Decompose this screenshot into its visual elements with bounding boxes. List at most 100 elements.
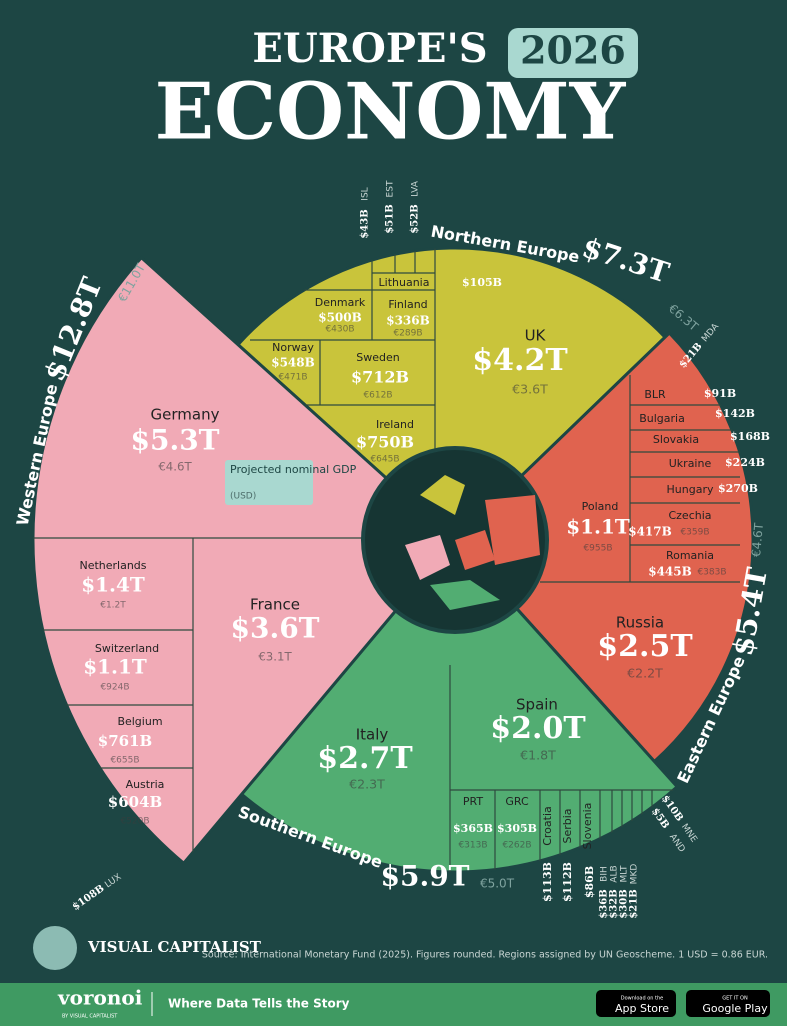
globe-land <box>405 535 450 580</box>
country-name: Croatia <box>541 806 554 846</box>
country-eur: €262B <box>502 841 531 851</box>
legend-unit: (USD) <box>230 492 256 502</box>
small-country: $36B BIH <box>599 866 610 918</box>
country-usd: $3.6T <box>230 612 319 645</box>
country-name: BIH <box>600 866 610 882</box>
country-eur: €520B <box>120 817 149 827</box>
app-store-badge[interactable] <box>596 990 676 1017</box>
country-usd: $112B <box>561 862 574 902</box>
country-name: Serbia <box>561 808 574 843</box>
country-name: Czechia <box>668 509 711 522</box>
country-name: ISL <box>361 187 371 200</box>
country-usd: $52B <box>410 204 421 233</box>
country-usd: $750B <box>356 433 414 452</box>
country-usd: $761B <box>98 732 152 750</box>
country-usd: $365B <box>453 822 493 835</box>
region-usd: $5.9T <box>380 860 469 893</box>
country-usd: $500B <box>318 311 362 325</box>
country-name: MLT <box>620 865 630 883</box>
country-name: Bulgaria <box>639 412 685 425</box>
region-wedge <box>452 330 755 764</box>
country-name: Hungary <box>667 483 714 496</box>
country-name: Lithuania <box>379 276 430 289</box>
country-usd: $4.2T <box>472 343 568 378</box>
country-usd: $1.1T <box>83 655 147 679</box>
country-name: Norway <box>272 341 314 354</box>
country-eur: €612B <box>363 391 392 401</box>
region-wedge <box>31 255 458 866</box>
country-usd: $270B <box>718 482 758 495</box>
region-wedge <box>239 537 680 874</box>
country-name: Netherlands <box>79 559 146 572</box>
country-usd: $108B <box>71 883 107 913</box>
region-eur: €6.3T <box>666 301 702 334</box>
country-eur: €430B <box>325 325 354 335</box>
country-name: Slovakia <box>653 433 699 446</box>
small-country: $51B EST <box>385 180 396 234</box>
small-country: $32B ALB <box>609 865 620 918</box>
country-name: Finland <box>388 298 427 311</box>
map: UK$4.2T €3.6T Ireland $750B €645B Sweden $712B… <box>13 180 774 919</box>
country-usd: $305B <box>497 822 537 835</box>
app-store: App Store <box>615 1002 669 1015</box>
country-eur: €2.2T <box>627 666 663 681</box>
brand: VISUAL CAPITALIST <box>87 938 262 956</box>
country-name: ALB <box>610 865 620 882</box>
country-eur: €1.2T <box>100 601 126 611</box>
globe-land <box>485 495 540 565</box>
play-small: GET IT ON <box>722 996 748 1002</box>
google-play-badge[interactable] <box>686 990 770 1017</box>
country-usd: $712B <box>351 368 409 387</box>
country-name: Belgium <box>117 715 162 728</box>
year-box <box>508 28 638 78</box>
country-eur: €313B <box>458 841 487 851</box>
country-eur: €645B <box>370 455 399 465</box>
country-eur: €1.8T <box>520 748 556 763</box>
source: Source: International Monetary Fund (202… <box>202 950 768 961</box>
country-usd: $91B <box>704 387 736 400</box>
country-name: PRT <box>463 795 483 808</box>
country-name: Austria <box>126 778 165 791</box>
globe-land <box>430 580 500 610</box>
country-usd: $1.1T <box>566 515 630 539</box>
country-name: MDA <box>700 321 722 344</box>
small-country: $30B MLT <box>619 865 630 919</box>
small-country: $52B LVA <box>410 180 421 233</box>
tagline: Where Data Tells the Story <box>168 997 350 1011</box>
country-usd: $336B <box>386 314 430 328</box>
country-eur: €359B <box>680 528 709 538</box>
country-eur: €289B <box>393 329 422 339</box>
country-name: AND <box>667 832 687 854</box>
country-name: Germany <box>151 406 220 424</box>
country-name: Sweden <box>356 351 399 364</box>
country-name: Ukraine <box>669 457 712 470</box>
country-name: Denmark <box>315 296 366 309</box>
country-name: LUX <box>103 872 123 890</box>
country-usd: $21B <box>629 889 640 918</box>
country-usd: $224B <box>725 456 765 469</box>
title-line1: EUROPE'S <box>252 25 487 72</box>
country-eur: €3.1T <box>258 650 292 664</box>
brand-logo <box>33 926 77 970</box>
country-name: Ireland <box>376 418 414 431</box>
country-usd: $30B <box>619 889 630 918</box>
country-eur: €383B <box>697 568 726 578</box>
country-usd: $445B <box>648 565 692 579</box>
country-name: LVA <box>411 180 421 197</box>
bar-sub: BY VISUAL CAPITALIST <box>62 1014 118 1020</box>
country-name: Spain <box>516 696 558 714</box>
country-usd: $2.5T <box>597 629 693 664</box>
country-usd: $51B <box>385 204 396 233</box>
region-eur: €5.0T <box>480 877 515 891</box>
country-usd: $604B <box>108 793 162 811</box>
country-name: Romania <box>666 549 714 562</box>
country-usd: $113B <box>541 862 554 902</box>
country-usd: $168B <box>730 430 770 443</box>
small-country: $43B ISL <box>360 187 371 238</box>
bar-brand: voronoi <box>57 986 143 1010</box>
title-line2: ECONOMY <box>155 67 627 158</box>
